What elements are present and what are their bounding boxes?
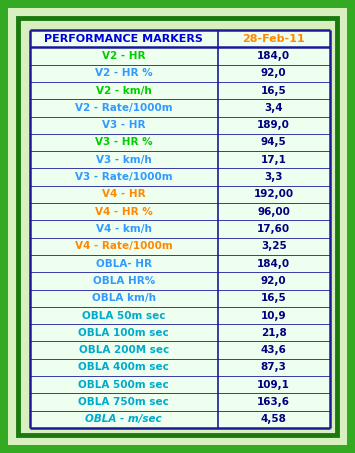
Text: 28-Feb-11: 28-Feb-11	[242, 34, 305, 43]
Text: V3 - Rate/1000m: V3 - Rate/1000m	[75, 172, 173, 182]
Text: 4,58: 4,58	[261, 414, 287, 424]
Text: 96,00: 96,00	[257, 207, 290, 217]
Text: V4 - km/h: V4 - km/h	[96, 224, 152, 234]
Text: V2 - HR %: V2 - HR %	[95, 68, 153, 78]
Text: 192,00: 192,00	[254, 189, 294, 199]
Text: 163,6: 163,6	[257, 397, 290, 407]
Text: OBLA HR%: OBLA HR%	[93, 276, 155, 286]
FancyBboxPatch shape	[18, 18, 337, 435]
Text: 94,5: 94,5	[261, 137, 286, 148]
Text: OBLA - m/sec: OBLA - m/sec	[86, 414, 162, 424]
Text: OBLA 500m sec: OBLA 500m sec	[78, 380, 169, 390]
Text: 16,5: 16,5	[261, 86, 286, 96]
Text: V3 - HR %: V3 - HR %	[95, 137, 153, 148]
Text: 10,9: 10,9	[261, 310, 286, 321]
Text: V3 - HR: V3 - HR	[102, 120, 146, 130]
Text: 17,1: 17,1	[261, 155, 287, 165]
Text: V2 - HR: V2 - HR	[102, 51, 146, 61]
Bar	[30, 30, 330, 428]
Text: 87,3: 87,3	[261, 362, 287, 372]
Text: 3,25: 3,25	[261, 241, 286, 251]
FancyBboxPatch shape	[8, 8, 347, 445]
Text: OBLA 750m sec: OBLA 750m sec	[78, 397, 169, 407]
Text: 189,0: 189,0	[257, 120, 290, 130]
Text: 184,0: 184,0	[257, 51, 290, 61]
Text: V4 - Rate/1000m: V4 - Rate/1000m	[75, 241, 173, 251]
Text: V2 - km/h: V2 - km/h	[96, 86, 152, 96]
Text: OBLA 400m sec: OBLA 400m sec	[78, 362, 169, 372]
Text: 21,8: 21,8	[261, 328, 286, 338]
Text: OBLA 200M sec: OBLA 200M sec	[78, 345, 169, 355]
Text: OBLA 50m sec: OBLA 50m sec	[82, 310, 165, 321]
Text: 3,3: 3,3	[264, 172, 283, 182]
Text: 16,5: 16,5	[261, 293, 286, 303]
Text: V4 - HR: V4 - HR	[102, 189, 146, 199]
Text: 43,6: 43,6	[261, 345, 287, 355]
Text: OBLA 100m sec: OBLA 100m sec	[78, 328, 169, 338]
Text: 92,0: 92,0	[261, 276, 286, 286]
Text: V4 - HR %: V4 - HR %	[95, 207, 153, 217]
Text: PERFORMANCE MARKERS: PERFORMANCE MARKERS	[44, 34, 203, 43]
Text: 184,0: 184,0	[257, 259, 290, 269]
Text: 17,60: 17,60	[257, 224, 290, 234]
Text: OBLA km/h: OBLA km/h	[92, 293, 156, 303]
Text: 3,4: 3,4	[264, 103, 283, 113]
Text: 92,0: 92,0	[261, 68, 286, 78]
Text: V2 - Rate/1000m: V2 - Rate/1000m	[75, 103, 173, 113]
Text: 109,1: 109,1	[257, 380, 290, 390]
Text: OBLA- HR: OBLA- HR	[96, 259, 152, 269]
Text: V3 - km/h: V3 - km/h	[96, 155, 152, 165]
